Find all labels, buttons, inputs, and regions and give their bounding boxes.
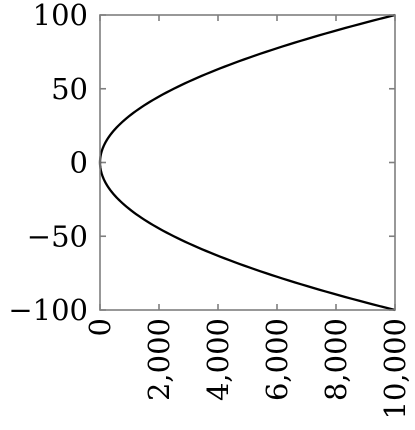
y-tick-label-2: 0 bbox=[70, 146, 88, 180]
x-tick-label-4: 8,000 bbox=[319, 318, 353, 401]
tick-labels-layer: 0 2,000 4,000 6,000 8,000 10,000 100 50 0 −50 −100 bbox=[8, 0, 412, 419]
x-tick-label-2: 4,000 bbox=[201, 318, 235, 401]
x-tick-label-3: 6,000 bbox=[260, 318, 294, 401]
y-tick-label-1: 50 bbox=[51, 72, 88, 106]
y-tick-label-3: −50 bbox=[27, 219, 88, 253]
x-tick-label-0: 0 bbox=[83, 318, 117, 336]
y-tick-label-4: −100 bbox=[8, 293, 88, 327]
y-tick-label-0: 100 bbox=[33, 0, 88, 32]
x-tick-label-1: 2,000 bbox=[142, 318, 176, 401]
plot-area-frame bbox=[99, 14, 396, 311]
series-line-0 bbox=[98, 13, 396, 312]
x-tick-label-5: 10,000 bbox=[378, 318, 412, 419]
